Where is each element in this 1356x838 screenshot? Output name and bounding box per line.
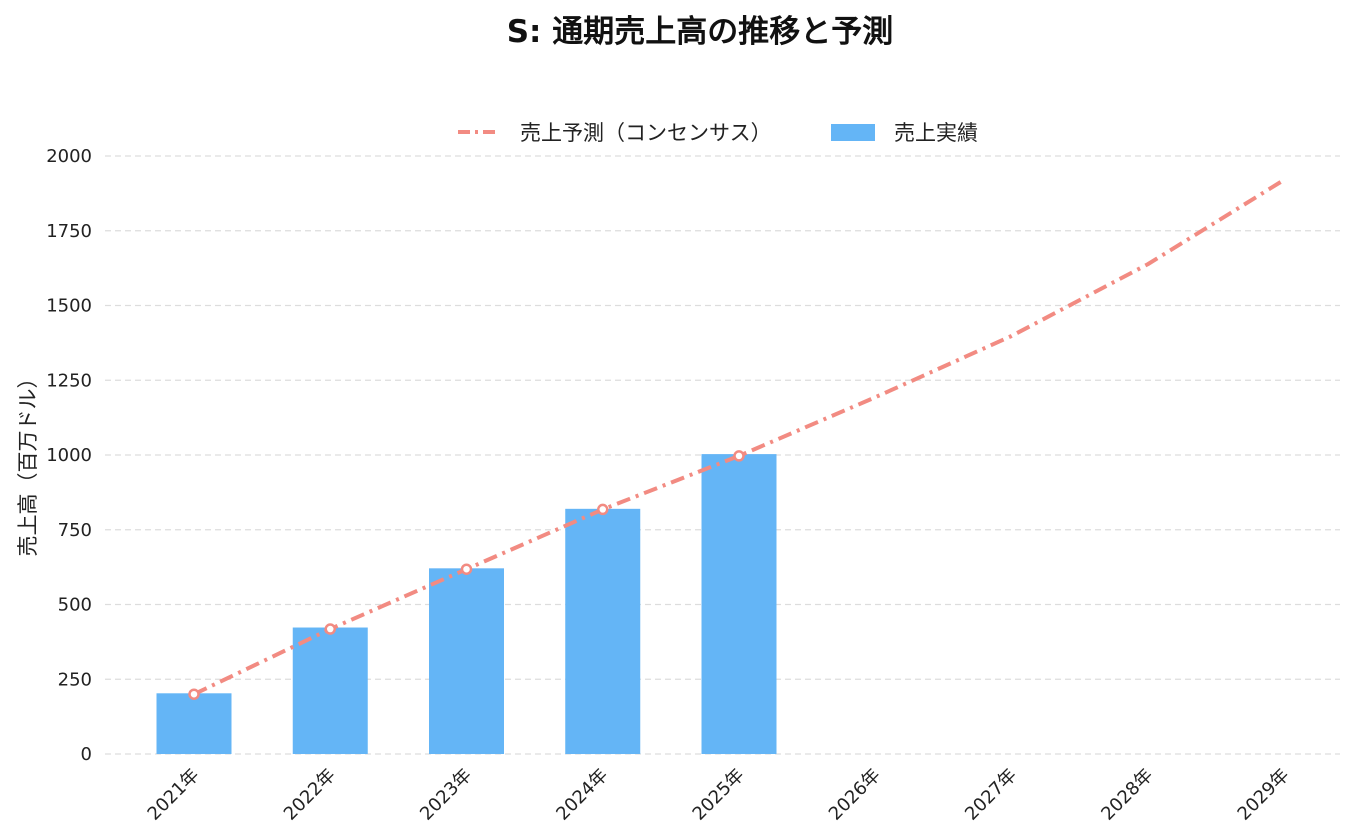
- y-axis-ticks: 0 250 500 750 1000 1250 1500 1750 2000: [46, 146, 92, 765]
- bars: [156, 454, 777, 754]
- x-tick-label: 2029年: [1234, 765, 1294, 825]
- forecast-line-layer: [188, 178, 1286, 700]
- bar-actual: [565, 508, 641, 754]
- legend-actual-swatch: [831, 124, 875, 141]
- y-tick-label: 250: [58, 669, 92, 690]
- bar-actual: [701, 454, 777, 754]
- bar-actual: [429, 568, 504, 754]
- x-tick-label: 2023年: [416, 765, 476, 825]
- y-tick-label: 2000: [46, 146, 92, 167]
- y-tick-label: 1750: [46, 221, 92, 242]
- y-tick-label: 0: [81, 744, 92, 765]
- forecast-line: [193, 178, 1286, 697]
- chart-title: S: 通期売上高の推移と予測: [507, 14, 894, 50]
- legend-forecast-label: 売上予測（コンセンサス）: [520, 121, 772, 145]
- bar-actual: [292, 627, 368, 754]
- y-tick-label: 500: [58, 595, 92, 616]
- forecast-point: [733, 450, 745, 462]
- y-tick-label: 1000: [46, 445, 92, 466]
- x-tick-label: 2028年: [1097, 765, 1157, 825]
- legend-actual-label: 売上実績: [894, 121, 978, 145]
- bar-actual: [156, 693, 232, 754]
- y-tick-label: 1250: [46, 370, 92, 391]
- forecast-point: [597, 503, 609, 516]
- y-tick-label: 750: [58, 520, 92, 541]
- x-axis-ticks: 2021年 2022年 2023年 2024年 2025年 2026年 2027年 2028年…: [144, 765, 1294, 825]
- forecast-point: [188, 688, 200, 700]
- x-tick-label: 2022年: [280, 765, 340, 825]
- x-tick-label: 2021年: [144, 765, 204, 825]
- x-tick-label: 2025年: [689, 765, 749, 825]
- y-axis-label: 売上高（百万ドル）: [16, 368, 40, 557]
- x-tick-label: 2026年: [825, 765, 885, 825]
- forecast-point: [460, 563, 473, 575]
- x-tick-label: 2024年: [552, 765, 612, 825]
- x-tick-label: 2027年: [961, 765, 1021, 825]
- y-tick-label: 1500: [46, 296, 92, 317]
- legend: 売上予測（コンセンサス） 売上実績: [458, 121, 978, 145]
- forecast-point: [324, 623, 336, 635]
